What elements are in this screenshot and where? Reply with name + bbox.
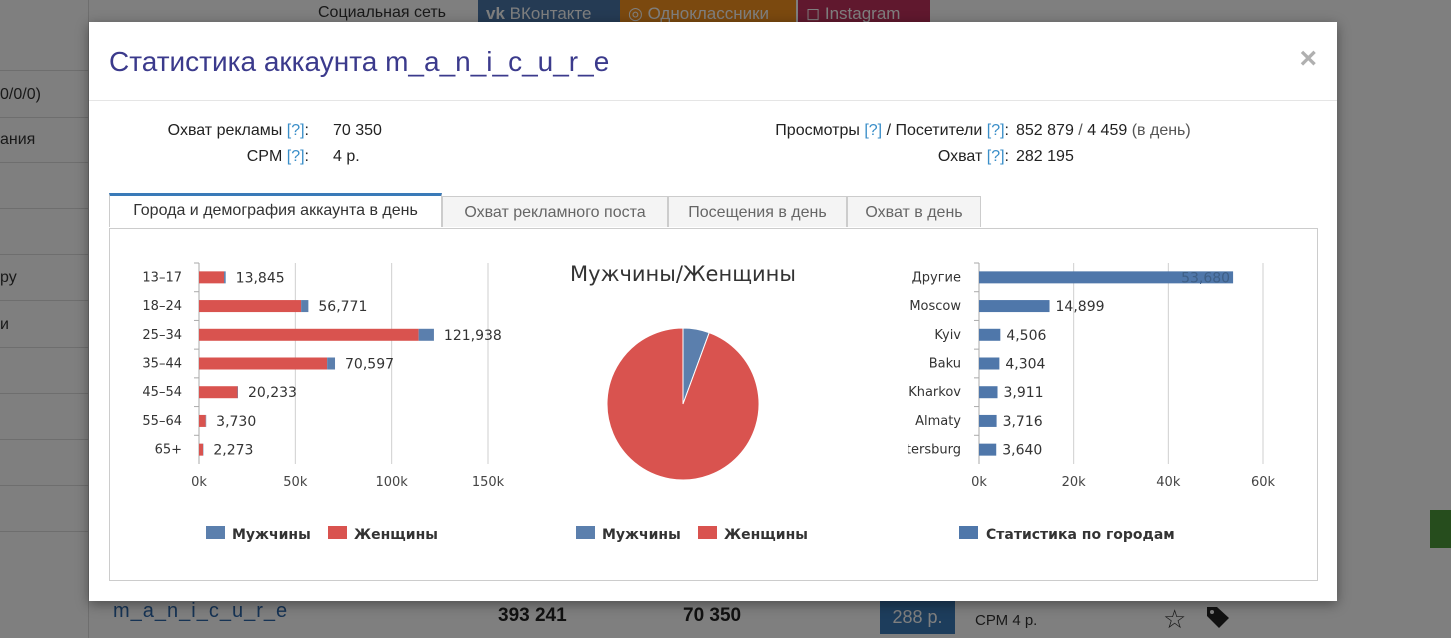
bar-city	[979, 357, 1000, 370]
cpm-value: 4 р.	[333, 148, 360, 165]
bar-female	[199, 328, 419, 341]
x-tick-label: 50k	[283, 475, 308, 490]
data-label: 70,597	[345, 357, 394, 373]
ad-reach-label-text: Охват рекламы	[167, 122, 283, 139]
per-day-suffix: (в день)	[1131, 122, 1191, 139]
legend-label: Женщины	[354, 527, 438, 543]
data-label: 121,938	[444, 328, 502, 344]
account-stats-modal: Статистика аккаунта m_a_n_i_c_u_r_e × Ох…	[89, 22, 1337, 601]
y-tick-label: 13–17	[142, 270, 182, 285]
bar-male	[418, 328, 434, 341]
reach-help-link[interactable]: [?]	[986, 148, 1005, 165]
data-label: 3,716	[1003, 414, 1043, 430]
y-tick-label: Kharkov	[908, 385, 961, 400]
reach-label-text: Охват	[937, 148, 983, 165]
close-icon[interactable]: ×	[1299, 42, 1317, 75]
legend-swatch-female	[328, 526, 347, 539]
views-label-text: Просмотры	[775, 122, 860, 139]
data-label: 53,680	[1181, 270, 1230, 286]
bar-city	[979, 271, 1234, 284]
legend-swatch-cities	[959, 526, 978, 539]
bar-male	[301, 300, 309, 313]
bar-city	[979, 386, 998, 399]
modal-title: Статистика аккаунта m_a_n_i_c_u_r_e	[109, 46, 610, 77]
data-label: 13,845	[236, 270, 285, 286]
y-tick-label: 55–64	[142, 414, 182, 429]
bar-female	[199, 386, 238, 399]
bar-city	[979, 443, 997, 456]
bar-female	[199, 300, 302, 313]
data-label: 56,771	[318, 299, 367, 315]
age-gender-bar-chart: 0k 50k 100k 150k 13–17 13,845 18–24 56,771 25–34…	[142, 262, 505, 543]
x-tick-label: 40k	[1156, 475, 1181, 490]
tab-daily-reach[interactable]: Охват в день	[847, 196, 981, 227]
ad-reach-value: 70 350	[333, 122, 382, 139]
bar-female	[199, 357, 328, 370]
bar-male	[327, 357, 336, 370]
visitors-help-link[interactable]: [?]	[986, 122, 1005, 139]
views-visitors-value: 852 879 / 4 459 (в день)	[1016, 122, 1191, 139]
y-tick-label: Другие	[912, 270, 961, 285]
legend-swatch-male	[206, 526, 225, 539]
y-tick-label: Saint Petersburg	[908, 443, 961, 458]
y-tick-label: Moscow	[909, 299, 961, 314]
views-help-link[interactable]: [?]	[864, 122, 883, 139]
legend-swatch-female	[698, 526, 717, 539]
tab-ad-post-reach[interactable]: Охват рекламного поста	[442, 196, 668, 227]
tab-cities-demography[interactable]: Города и демография аккаунта в день	[109, 193, 442, 227]
data-label: 2,273	[213, 443, 253, 459]
cities-bar-chart: 0k 20k 40k 60k Другие 53,680 Moscow 14,899 Kyiv 4…	[908, 262, 1276, 543]
bar-male	[224, 271, 226, 284]
bar-female	[199, 414, 206, 427]
visitors-label-text: Посетители	[895, 122, 983, 139]
bar-female	[199, 443, 204, 456]
pie-title: Мужчины/Женщины	[570, 262, 796, 286]
bar-city	[979, 328, 1001, 341]
x-tick-label: 60k	[1251, 475, 1276, 490]
cpm-label-text: CPM	[246, 148, 283, 165]
x-tick-label: 100k	[375, 475, 408, 490]
legend-label: Статистика по городам	[986, 527, 1175, 543]
x-tick-label: 150k	[472, 475, 505, 490]
tab-daily-visits[interactable]: Посещения в день	[668, 196, 847, 227]
modal-header: Статистика аккаунта m_a_n_i_c_u_r_e ×	[89, 22, 1337, 101]
views-value: 852 879	[1016, 122, 1074, 139]
legend-label: Женщины	[724, 527, 808, 543]
data-label: 20,233	[248, 385, 297, 401]
legend-label: Мужчины	[602, 527, 681, 543]
bar-city	[979, 300, 1050, 313]
y-tick-label: Baku	[929, 357, 961, 372]
reach-value: 282 195	[1016, 148, 1074, 165]
data-label: 3,911	[1004, 385, 1044, 401]
data-label: 14,899	[1056, 299, 1105, 315]
data-label: 4,506	[1006, 328, 1046, 344]
x-tick-label: 0k	[191, 475, 207, 490]
bar-female	[199, 271, 225, 284]
x-tick-label: 20k	[1062, 475, 1087, 490]
legend-swatch-male	[576, 526, 595, 539]
bar-city	[979, 414, 997, 427]
cpm-label: CPM [?]:	[246, 148, 309, 165]
data-label: 3,730	[216, 414, 256, 430]
reach-label: Охват [?]:	[937, 148, 1009, 165]
legend-label: Мужчины	[232, 527, 311, 543]
y-tick-label: Kyiv	[934, 328, 961, 343]
ad-reach-help-link[interactable]: [?]	[286, 122, 305, 139]
y-tick-label: 18–24	[142, 299, 182, 314]
ad-reach-label: Охват рекламы [?]:	[167, 122, 309, 139]
tab-panel: 0k 50k 100k 150k 13–17 13,845 18–24 56,771 25–34…	[109, 228, 1318, 581]
y-tick-label: 45–54	[142, 385, 182, 400]
cpm-help-link[interactable]: [?]	[286, 148, 305, 165]
y-tick-label: 35–44	[142, 357, 182, 372]
visitors-value: 4 459	[1087, 122, 1128, 139]
y-tick-label: Almaty	[915, 414, 961, 429]
gender-pie-chart: Мужчины/Женщины Мужчины Женщины	[570, 262, 808, 543]
pie-slice-female	[606, 327, 760, 481]
views-visitors-label: Просмотры [?] / Посетители [?]:	[775, 122, 1009, 139]
x-tick-label: 0k	[971, 475, 987, 490]
data-label: 3,640	[1002, 443, 1042, 459]
y-tick-label: 25–34	[142, 328, 182, 343]
data-label: 4,304	[1005, 357, 1045, 373]
y-tick-label: 65+	[155, 443, 182, 458]
